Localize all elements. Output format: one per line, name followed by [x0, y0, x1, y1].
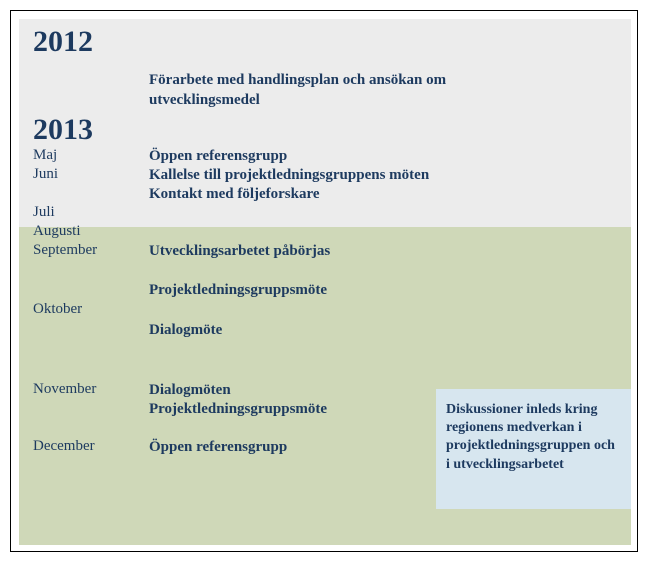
year-2013: 2013: [33, 113, 93, 147]
month-augusti: Augusti: [33, 223, 81, 240]
activity-projektmote-2: Projektledningsgruppsmöte: [149, 400, 449, 420]
blue-callout-box: Diskussioner inleds kring regionens medv…: [436, 389, 631, 509]
month-maj: Maj: [33, 147, 57, 164]
month-juli: Juli: [33, 204, 55, 221]
month-oktober: Oktober: [33, 301, 82, 318]
activity-oppen-ref-1: Öppen referensgrupp: [149, 147, 449, 167]
activity-kallelse: Kallelse till projektledningsgruppens mö…: [149, 166, 569, 186]
year-2012: 2012: [33, 25, 93, 59]
month-december: December: [33, 438, 95, 455]
month-september: September: [33, 242, 97, 259]
month-juni: Juni: [33, 166, 58, 183]
month-november: November: [33, 381, 96, 398]
activity-dialogmote: Dialogmöte: [149, 321, 449, 341]
activity-projektmote-1: Projektledningsgruppsmöte: [149, 281, 449, 301]
timeline-container: 2012 2013 Förarbete med handlingsplan oc…: [10, 10, 638, 552]
activity-kontakt: Kontakt med följeforskare: [149, 185, 449, 205]
blue-callout-text: Diskussioner inleds kring regionens medv…: [446, 401, 621, 474]
activity-dialogmoten: Dialogmöten: [149, 381, 449, 401]
activity-oppen-ref-2: Öppen referensgrupp: [149, 438, 449, 458]
activity-utvecklingsarbetet: Utvecklingsarbetet påbörjas: [149, 242, 449, 262]
activity-forarbete: Förarbete med handlingsplan och ansökan …: [149, 71, 529, 110]
